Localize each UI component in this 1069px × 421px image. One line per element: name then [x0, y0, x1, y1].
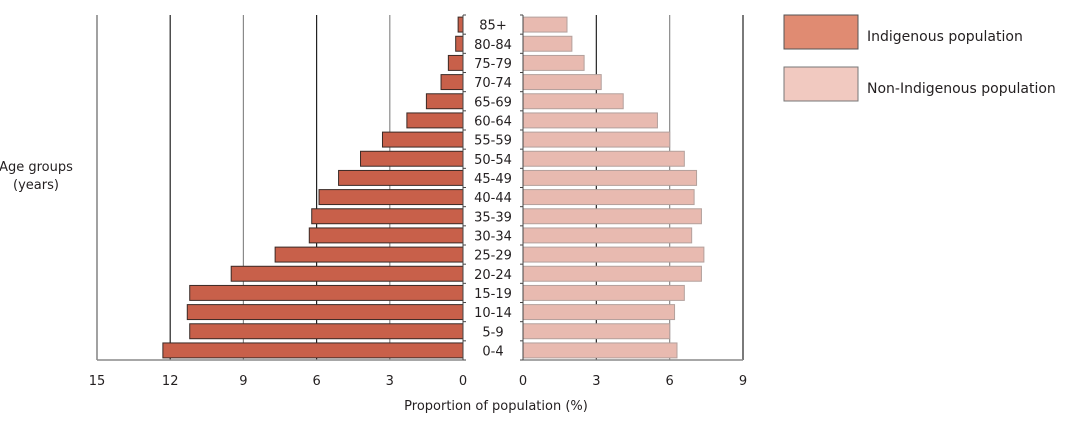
age-label: 85+ — [479, 19, 506, 34]
bar-non-indigenous-15-19 — [522, 284, 685, 301]
bar-non-indigenous-85+ — [522, 16, 568, 33]
legend-swatch-indigenous — [783, 14, 859, 50]
bar-indigenous-45-49 — [338, 169, 464, 186]
tick-label-left: 15 — [89, 374, 106, 389]
tick-label-left: 9 — [239, 374, 247, 389]
age-label: 15-19 — [474, 287, 512, 302]
age-label: 40-44 — [474, 191, 512, 206]
tick-label-right: 9 — [739, 374, 747, 389]
bar-non-indigenous-30-34 — [522, 227, 693, 244]
bar-non-indigenous-0-4 — [522, 342, 678, 359]
bar-non-indigenous-70-74 — [522, 74, 602, 91]
tick-label-left: 6 — [312, 374, 320, 389]
bar-indigenous-15-19 — [189, 284, 464, 301]
age-label: 10-14 — [474, 306, 512, 321]
bar-indigenous-50-54 — [360, 150, 464, 167]
bar-non-indigenous-10-14 — [522, 304, 676, 321]
bar-non-indigenous-80-84 — [522, 35, 573, 52]
tick-label-left: 12 — [162, 374, 179, 389]
age-label: 45-49 — [474, 172, 512, 187]
right-tick-labels: 0 3 6 9 — [519, 374, 747, 389]
indigenous-bars — [162, 16, 464, 359]
tick-label-right: 6 — [666, 374, 674, 389]
age-label: 60-64 — [474, 114, 512, 129]
age-label: 25-29 — [474, 249, 512, 264]
tick-label-left: 0 — [459, 374, 467, 389]
bar-indigenous-70-74 — [440, 74, 464, 91]
bar-indigenous-35-39 — [311, 208, 464, 225]
bar-non-indigenous-45-49 — [522, 169, 698, 186]
age-label: 0-4 — [482, 344, 503, 359]
y-axis-label-line2: (years) — [13, 178, 59, 193]
bar-indigenous-55-59 — [381, 131, 464, 148]
age-label: 80-84 — [474, 38, 512, 53]
age-label: 35-39 — [474, 210, 512, 225]
legend-label-non-indigenous: Non-Indigenous population — [867, 81, 1056, 97]
age-label: 5-9 — [482, 325, 503, 340]
x-axis-label: Proportion of population (%) — [404, 399, 588, 414]
legend-label-indigenous: Indigenous population — [867, 29, 1023, 45]
age-label: 30-34 — [474, 229, 512, 244]
age-label: 70-74 — [474, 76, 512, 91]
bar-non-indigenous-75-79 — [522, 54, 585, 71]
tick-label-right: 0 — [519, 374, 527, 389]
legend: Indigenous population Non-Indigenous pop… — [783, 14, 1056, 102]
y-axis-label-line1: Age groups — [0, 160, 73, 175]
bar-indigenous-80-84 — [455, 35, 464, 52]
bar-indigenous-65-69 — [425, 93, 464, 110]
bar-non-indigenous-5-9 — [522, 323, 671, 340]
bar-indigenous-20-24 — [230, 265, 464, 282]
age-group-labels: 85+ 80-84 75-79 70-74 65-69 60-64 55-59 50-54 45… — [474, 19, 512, 360]
bar-non-indigenous-40-44 — [522, 189, 695, 206]
non-indigenous-bars — [522, 16, 705, 359]
legend-swatch-non-indigenous — [783, 66, 859, 102]
bar-indigenous-0-4 — [162, 342, 464, 359]
age-label: 20-24 — [474, 268, 512, 283]
bar-indigenous-25-29 — [274, 246, 464, 263]
bar-indigenous-10-14 — [186, 304, 464, 321]
age-label: 55-59 — [474, 134, 512, 149]
bar-indigenous-75-79 — [447, 54, 464, 71]
bar-non-indigenous-60-64 — [522, 112, 658, 129]
bar-indigenous-30-34 — [308, 227, 464, 244]
right-gridlines — [595, 15, 744, 360]
bar-indigenous-60-64 — [406, 112, 464, 129]
age-label: 50-54 — [474, 153, 512, 168]
age-label: 75-79 — [474, 57, 512, 72]
tick-label-left: 3 — [386, 374, 394, 389]
bar-non-indigenous-50-54 — [522, 150, 685, 167]
bar-non-indigenous-20-24 — [522, 265, 702, 282]
bar-non-indigenous-25-29 — [522, 246, 705, 263]
bar-indigenous-85+ — [457, 16, 464, 33]
bar-indigenous-40-44 — [318, 189, 464, 206]
axes — [96, 14, 743, 361]
left-tick-labels: 15 12 9 6 3 0 — [89, 374, 467, 389]
age-label: 65-69 — [474, 95, 512, 110]
bar-non-indigenous-55-59 — [522, 131, 671, 148]
bar-non-indigenous-35-39 — [522, 208, 702, 225]
bar-indigenous-5-9 — [189, 323, 464, 340]
bar-non-indigenous-65-69 — [522, 93, 624, 110]
tick-label-right: 3 — [592, 374, 600, 389]
